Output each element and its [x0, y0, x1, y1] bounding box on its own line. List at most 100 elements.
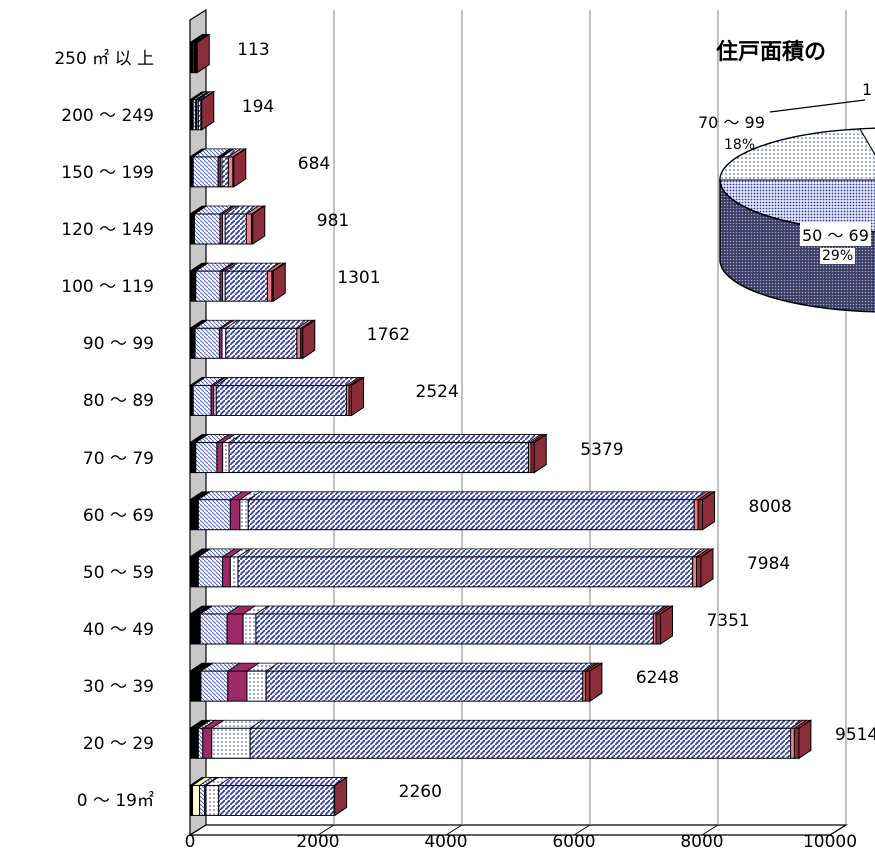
x-tick-label: 6000: [552, 832, 596, 852]
data-label: 194: [241, 96, 275, 117]
bar-segment: [255, 613, 654, 645]
bar-segment-top: [236, 548, 706, 558]
bar-segment: [228, 442, 529, 474]
pie-slice-label: 1: [862, 80, 873, 99]
bar-end-cap: [533, 433, 547, 474]
pie-slice-pct: 29%: [820, 248, 856, 264]
category-label: 50 ～ 59: [82, 562, 154, 583]
bar-segment: [202, 727, 213, 759]
bar-end-cap: [700, 547, 714, 588]
bar-segment: [194, 327, 220, 359]
bar-segment: [695, 556, 702, 588]
pie-chart: [719, 99, 875, 313]
bar-segment: [222, 442, 230, 474]
pie-title: 住戸面積の: [716, 40, 827, 65]
bars-group: [188, 33, 813, 817]
bar-end-cap: [302, 319, 316, 360]
bar-segment: [242, 613, 257, 645]
bar-end-cap: [589, 662, 603, 703]
bar-segment: [200, 670, 229, 702]
bar-segment: [197, 727, 204, 759]
bar-segment: [226, 613, 244, 645]
bar-segment: [790, 727, 795, 759]
data-label: 1762: [366, 325, 411, 346]
bar-segment: [246, 670, 267, 702]
floor-tick: [189, 824, 207, 836]
pie-slice: [719, 128, 875, 181]
category-label: 120 ～ 149: [61, 220, 154, 240]
bar-segment: [222, 556, 231, 588]
bar-segment: [192, 784, 201, 816]
pie-edge: [719, 179, 875, 233]
bar-segment: [195, 442, 218, 474]
bar-segment: [216, 442, 224, 474]
bar-end-cap: [272, 262, 286, 303]
bar-segment: [189, 556, 199, 588]
bar-segment-top: [227, 434, 542, 443]
bar-end-cap: [252, 205, 266, 245]
category-label: 20 ～ 29: [82, 734, 154, 755]
bar-segment: [249, 727, 792, 759]
category-label: 60 ～ 69: [82, 505, 154, 526]
bar-segment: [189, 499, 199, 531]
bar-segment: [221, 156, 229, 188]
category-label: 40 ～ 49: [82, 620, 154, 640]
bar-segment: [189, 613, 201, 645]
pie-leader-line: [769, 99, 866, 113]
bar-segment: [584, 670, 591, 702]
bar-end-cap: [334, 776, 348, 817]
bar-segment: [227, 156, 234, 188]
bar-segment-top: [224, 319, 311, 329]
bar-segment: [224, 213, 247, 245]
pie-slice-pct: 18%: [724, 137, 756, 153]
bar-segment: [239, 499, 249, 531]
bar-segment: [199, 784, 206, 816]
floor-tick: [445, 824, 463, 836]
bar-segment-top: [254, 605, 667, 615]
floor-tick: [701, 824, 719, 836]
bar-segment: [693, 499, 699, 531]
bar-segment: [692, 556, 697, 588]
bar-segment: [199, 613, 228, 645]
bar-end-cap: [659, 605, 673, 645]
bar-end-cap: [702, 490, 716, 531]
category-label: 100 ～ 119: [61, 277, 154, 298]
bar-segment: [189, 327, 195, 359]
bar-segment: [655, 613, 661, 645]
x-tick-label: 4000: [424, 832, 468, 852]
bar-segment: [193, 213, 221, 245]
data-label: 8008: [748, 496, 792, 517]
bar-segment: [211, 727, 251, 759]
x-tick-label: 8000: [680, 832, 724, 852]
bar-segment: [218, 784, 335, 816]
category-label: 0 ～ 19㎡: [76, 791, 154, 812]
data-label: 6248: [635, 668, 680, 689]
left-wall: [189, 8, 207, 837]
plot-frame: [187, 8, 849, 837]
bar-segment: [197, 556, 224, 588]
x-tick-label: 10000: [802, 832, 858, 852]
data-label: 981: [316, 211, 350, 231]
data-label: 7351: [706, 611, 750, 631]
data-label: 113: [237, 39, 270, 60]
x-tick-label: 2000: [296, 832, 340, 852]
category-label: 80 ～ 89: [82, 391, 154, 412]
bar-segment: [215, 384, 347, 416]
data-label: 9514: [835, 725, 875, 746]
data-label: 7984: [746, 553, 791, 574]
bar-segment-top: [217, 777, 348, 786]
bar-end-cap: [201, 90, 215, 131]
bar-segment: [265, 670, 584, 702]
data-label: 684: [297, 153, 331, 174]
bar-segment: [197, 499, 231, 531]
pie-slice-label: 50 ～ 69: [800, 222, 871, 246]
bar-segment: [189, 442, 196, 474]
bar-segment-top: [264, 662, 597, 672]
category-label: 30 ～ 39: [82, 677, 154, 698]
bar-segment: [189, 213, 195, 245]
category-label: 250 ㎡ 以 上: [54, 48, 154, 69]
bar-segment: [224, 270, 268, 302]
bar-segment: [229, 556, 239, 588]
bar-segment: [205, 784, 220, 816]
